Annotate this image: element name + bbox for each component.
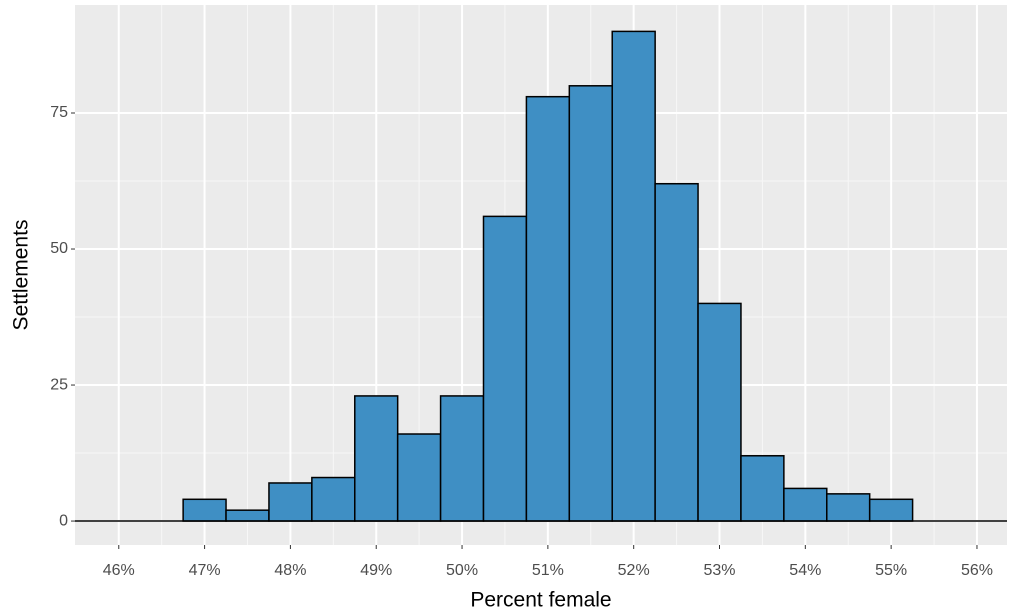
bar bbox=[740, 455, 785, 522]
bar bbox=[525, 95, 571, 522]
bar bbox=[182, 498, 227, 522]
bar bbox=[396, 433, 442, 522]
bar bbox=[611, 30, 656, 522]
bar bbox=[568, 85, 613, 522]
x-tick-label: 54% bbox=[789, 562, 821, 579]
x-tick-label: 46% bbox=[103, 562, 135, 579]
bar bbox=[697, 302, 742, 522]
bar bbox=[439, 395, 485, 522]
y-tick-label: 25 bbox=[50, 376, 68, 393]
y-tick-label: 50 bbox=[50, 240, 68, 257]
bar bbox=[268, 482, 313, 522]
x-tick-label: 51% bbox=[532, 562, 564, 579]
x-axis-title: Percent female bbox=[470, 589, 611, 612]
bar bbox=[482, 215, 528, 522]
y-axis-title: Settlements bbox=[10, 220, 33, 331]
bar bbox=[654, 182, 699, 522]
x-tick-label: 50% bbox=[446, 562, 478, 579]
y-tick-label: 0 bbox=[59, 512, 68, 529]
x-tick-label: 53% bbox=[703, 562, 735, 579]
x-tick-label: 52% bbox=[618, 562, 650, 579]
x-tick-label: 55% bbox=[875, 562, 907, 579]
bar bbox=[783, 487, 828, 522]
bar bbox=[868, 498, 914, 522]
x-tick-label: 47% bbox=[189, 562, 221, 579]
y-tick-label: 75 bbox=[50, 104, 68, 121]
x-tick-label: 56% bbox=[961, 562, 993, 579]
bar bbox=[225, 509, 270, 522]
bar bbox=[354, 395, 399, 522]
x-tick-label: 48% bbox=[274, 562, 306, 579]
x-tick-label: 49% bbox=[360, 562, 392, 579]
bar bbox=[826, 493, 871, 522]
bar bbox=[311, 476, 356, 522]
